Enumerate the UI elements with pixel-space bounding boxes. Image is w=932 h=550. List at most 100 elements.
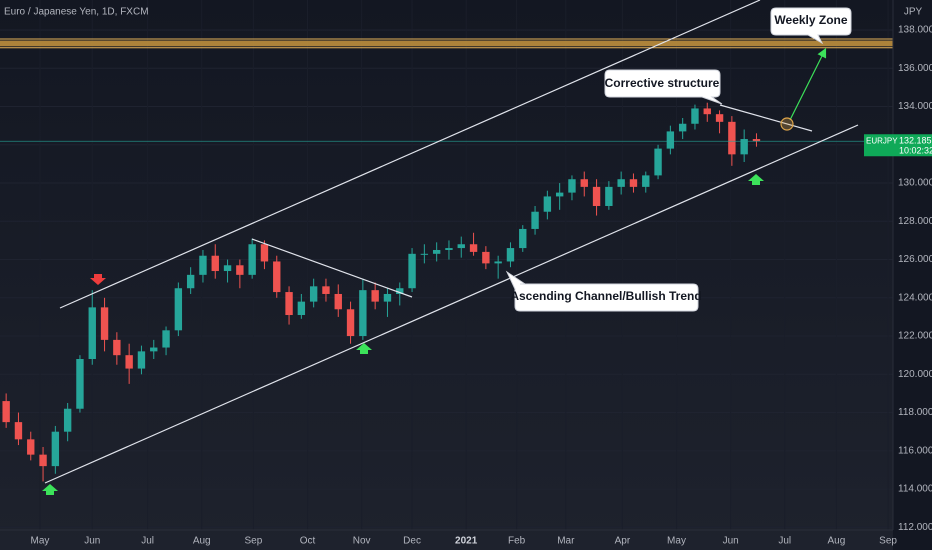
candle-body xyxy=(236,265,244,275)
candle-body xyxy=(211,255,219,272)
chart-title: Euro / Japanese Yen, 1D, FXCM xyxy=(4,7,149,18)
candle-body xyxy=(408,253,416,289)
price-axis xyxy=(893,0,932,550)
candle-body xyxy=(371,290,379,302)
candle-body xyxy=(174,288,183,331)
target-arrow xyxy=(789,47,827,121)
x-tick-label: Feb xyxy=(508,536,526,547)
timer-label: 10:02:32 xyxy=(899,146,932,156)
y-tick-label: 124.000 xyxy=(898,292,932,303)
candle-body xyxy=(506,248,515,262)
candle-body xyxy=(186,274,195,289)
price-tag xyxy=(864,134,932,157)
y-tick-label: 116.000 xyxy=(898,445,932,456)
candle-body xyxy=(629,179,638,187)
candle-body xyxy=(457,244,465,249)
candle-body xyxy=(703,108,711,115)
y-tick-label: 128.000 xyxy=(898,216,932,227)
candle-body xyxy=(531,211,539,229)
candle-body xyxy=(642,175,650,187)
candle-body xyxy=(396,288,404,294)
candle-body xyxy=(678,123,687,132)
trend-line xyxy=(251,238,413,298)
candle-body xyxy=(51,431,60,467)
zone-layer xyxy=(0,38,893,49)
y-tick-label: 112.000 xyxy=(898,522,932,533)
x-tick-label: Jun xyxy=(723,536,739,547)
signals xyxy=(42,174,764,495)
candle-body xyxy=(2,401,10,423)
candle-body xyxy=(63,408,72,432)
x-tick-label: Aug xyxy=(828,536,846,547)
candle-body xyxy=(334,293,342,310)
currency: JPY xyxy=(904,7,923,18)
x-tick-label: Sep xyxy=(879,536,897,547)
candle-body xyxy=(76,359,84,409)
annotation: Weekly Zone xyxy=(774,13,847,27)
candle-body xyxy=(113,339,121,356)
candle-body xyxy=(568,179,576,193)
candle-body xyxy=(150,347,158,352)
callout-box xyxy=(505,270,699,312)
candle-body xyxy=(580,179,588,187)
x-tick-label: Jul xyxy=(778,536,791,547)
y-tick-label: 126.000 xyxy=(898,254,932,265)
annotation: Ascending Channel/Bullish Trend xyxy=(510,289,701,303)
last-price-label: 132.185 xyxy=(899,136,932,146)
channel-lower xyxy=(44,124,859,484)
candle-body xyxy=(273,261,281,293)
symbol-label: EURJPY xyxy=(866,136,898,145)
x-tick-label: Sep xyxy=(244,536,262,547)
y-tick-label: 130.000 xyxy=(898,178,932,189)
candle-body xyxy=(432,249,441,254)
x-tick-label: Jun xyxy=(84,536,100,547)
candle-body xyxy=(469,244,478,252)
x-tick-label: Dec xyxy=(403,536,421,547)
candle-body xyxy=(605,186,613,206)
callout-box xyxy=(604,69,723,105)
axes: 112.000 114.000 116.000 118.000 120.000 122.0… xyxy=(31,25,932,547)
x-tick-label: Oct xyxy=(300,536,316,547)
y-tick-label: 118.000 xyxy=(898,407,932,418)
x-tick-label: Mar xyxy=(557,536,575,547)
weekly-zone xyxy=(0,40,893,47)
candle-body xyxy=(666,131,675,149)
callouts: Weekly Zone Corrective structure Ascendi… xyxy=(505,7,852,312)
callout-box xyxy=(770,7,852,45)
annotation: Corrective structure xyxy=(605,76,720,90)
y-tick-label: 120.000 xyxy=(898,369,932,380)
channel-upper xyxy=(59,0,761,309)
candle-body xyxy=(322,286,330,294)
y-tick-label: 122.000 xyxy=(898,331,932,342)
candle-body xyxy=(555,192,564,197)
x-tick-label: 2021 xyxy=(455,536,478,547)
candle-body xyxy=(285,292,293,316)
candle-body xyxy=(654,148,662,176)
candle-body xyxy=(691,108,699,124)
y-tick-label: 136.000 xyxy=(898,63,932,74)
candle-body xyxy=(27,439,35,455)
candle-body xyxy=(445,248,453,250)
drawings xyxy=(44,0,859,484)
candle-body xyxy=(100,307,109,340)
candle-body xyxy=(359,290,367,337)
corrective-line xyxy=(719,104,813,132)
x-tick-label: Nov xyxy=(353,536,371,547)
candle-body xyxy=(137,351,146,369)
candle-body xyxy=(482,251,490,264)
x-tick-label: May xyxy=(667,536,686,547)
x-tick-label: Jul xyxy=(141,536,154,547)
candle-body xyxy=(39,454,47,467)
candle-body xyxy=(125,355,133,369)
candle-body xyxy=(199,255,207,275)
candle-body xyxy=(223,265,232,272)
break-circle xyxy=(780,117,794,131)
buy-arrow xyxy=(42,484,58,495)
sell-arrow xyxy=(90,274,106,285)
candle-body xyxy=(297,301,306,316)
candle-body xyxy=(260,244,269,262)
x-tick-label: Apr xyxy=(615,536,631,547)
candle-body xyxy=(494,261,502,264)
candle-body xyxy=(162,330,170,348)
